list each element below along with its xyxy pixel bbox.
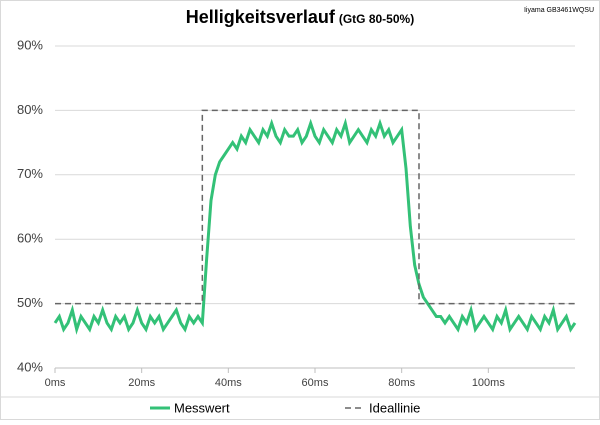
x-tick-label: 0ms [45, 377, 66, 389]
chart-subtitle: (GtG 80-50%) [339, 12, 414, 26]
x-tick-label: 40ms [215, 377, 242, 389]
ideal-line [55, 109, 575, 305]
y-tick-label: 40% [17, 359, 43, 374]
annotation: Iiyama GB3461WQSU [524, 7, 594, 14]
x-tick-label: 80ms [388, 377, 415, 389]
y-tick-label: 70% [17, 166, 43, 181]
legend-item: Messwert [150, 400, 230, 415]
y-tick-label: 90% [17, 37, 43, 52]
y-tick-label: 80% [17, 102, 43, 117]
measured-line [53, 117, 577, 335]
legend-label: Ideallinie [369, 400, 420, 415]
legend-item: Ideallinie [345, 400, 420, 415]
x-tick-label: 100ms [472, 377, 506, 389]
y-tick-label: 60% [17, 231, 43, 246]
legend-label: Messwert [174, 400, 230, 415]
y-tick-label: 50% [17, 295, 43, 310]
x-tick-label: 20ms [128, 377, 155, 389]
chart-title: Helligkeitsverlauf [186, 7, 336, 27]
x-tick-label: 60ms [302, 377, 329, 389]
